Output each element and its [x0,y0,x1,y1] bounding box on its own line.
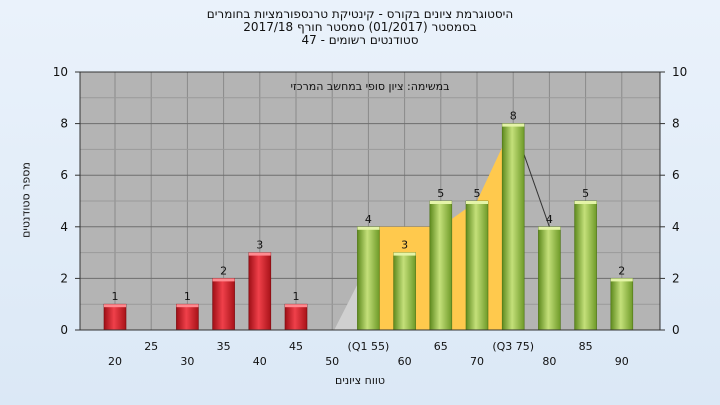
histogram-bar [212,278,235,331]
y-tick-label-left: 4 [60,220,68,234]
bar-value-label: 1 [184,290,191,303]
x-axis-label: טווח ציונים [335,374,385,387]
histogram-bar [176,303,199,331]
y-tick-label-right: 10 [672,65,687,79]
x-tick-label: (Q3 75) [492,340,534,353]
bar-value-label: 3 [401,239,408,252]
bar-value-label: 2 [220,264,227,277]
bar-value-label: 1 [112,290,119,303]
histogram-bar [393,252,416,331]
y-tick-label-left: 10 [53,65,68,79]
bar-top-highlight [248,252,271,256]
histogram-bar [357,226,380,331]
x-tick-label: 65 [434,340,448,353]
title-line-3: סטודנטים רשומים - 47 [301,33,419,47]
histogram-bar [501,123,525,331]
x-tick-label: 90 [615,355,629,368]
y-tick-label-left: 8 [60,117,68,131]
x-tick-label: 20 [108,355,122,368]
histogram-bar [248,252,272,331]
y-axis-label: מספר סטודנטים [19,162,33,238]
histogram-bar [103,303,127,331]
histogram-bar [538,226,561,331]
bar-value-label: 1 [293,290,300,303]
title-line-1: היסטוגרמת ציונים בקורס - קינטיקת טרנספור… [206,7,514,21]
x-tick-label: 85 [579,340,593,353]
histogram-bar [429,200,453,331]
y-tick-label-right: 0 [672,323,680,337]
bar-top-highlight [466,201,488,204]
chart-title: היסטוגרמת ציונים בקורס - קינטיקת טרנספור… [0,8,720,47]
x-tick-label: 45 [289,340,303,353]
chart-subtitle: במשימה: ציון סופי במחשב המרכזי [290,80,449,93]
bar-top-highlight [357,226,380,230]
y-tick-label-right: 4 [672,220,680,234]
bar-value-label: 4 [365,213,372,226]
histogram-bar [284,303,308,331]
bar-top-highlight [104,304,126,308]
y-tick-label-left: 2 [60,271,68,285]
y-tick-label-left: 6 [60,168,68,182]
x-tick-label: 40 [253,355,267,368]
bar-top-highlight [610,278,633,282]
bar-top-highlight [538,226,561,230]
bar-value-label: 5 [474,187,481,200]
y-tick-label-right: 2 [672,271,680,285]
x-tick-label: 80 [542,355,556,368]
x-tick-label: 25 [144,340,158,353]
x-tick-label: 70 [470,355,484,368]
bar-top-highlight [212,278,235,282]
bar-value-label: 4 [546,213,553,226]
y-tick-label-right: 8 [672,117,680,131]
x-tick-label: (Q1 55) [348,340,390,353]
histogram-bar [610,278,634,331]
x-tick-label: 50 [325,355,339,368]
x-tick-label: 30 [180,355,194,368]
bar-top-highlight [574,201,597,204]
plot-border [79,71,661,331]
title-line-2: בסמסטר (01/2017) סמסטר חורף 2017/18 [243,20,477,34]
bar-value-label: 2 [618,264,625,277]
histogram-bar [465,200,489,331]
bar-value-label: 3 [256,239,263,252]
bar-top-highlight [502,123,525,127]
bar-value-label: 8 [510,110,517,123]
bar-top-highlight [176,304,199,308]
x-tick-label: 60 [398,355,412,368]
bar-top-highlight [393,252,416,256]
bar-value-label: 5 [437,187,444,200]
y-tick-label-right: 6 [672,168,680,182]
bar-top-highlight [429,201,452,204]
bar-value-label: 5 [582,187,589,200]
histogram-bar [574,200,597,331]
x-tick-label: 35 [217,340,231,353]
bar-top-highlight [285,304,307,308]
y-tick-label-left: 0 [60,323,68,337]
